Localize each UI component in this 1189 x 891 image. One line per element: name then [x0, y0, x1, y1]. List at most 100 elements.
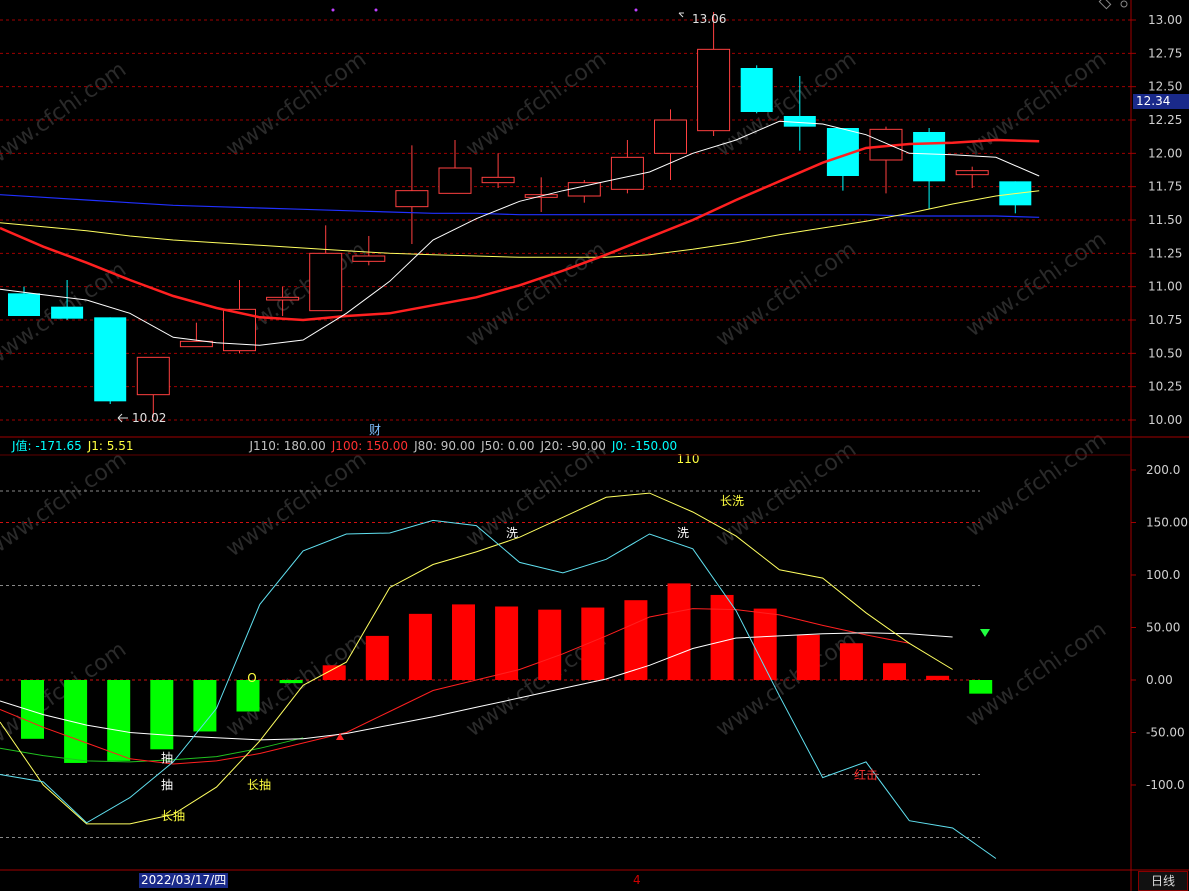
- indicator-header-item: J110: 180.00: [249, 439, 326, 453]
- candle-up: [179, 340, 213, 348]
- event-dot: [634, 8, 638, 12]
- price-tick-label: 10.25: [1148, 380, 1182, 394]
- candle-up: [481, 176, 515, 184]
- price-tick-label: 12.25: [1148, 113, 1182, 127]
- candle-up: [352, 255, 386, 262]
- candle-up: [395, 190, 429, 208]
- up-triangle-marker: [336, 733, 344, 740]
- indicator-annotation: 抽: [161, 778, 173, 792]
- ma-yellow-line: [0, 190, 1040, 258]
- watermark-text: www.cfchi.com: [462, 437, 611, 552]
- bar-positive: [624, 600, 648, 680]
- indicator-annotation: 红击: [854, 767, 878, 782]
- event-dot: [374, 8, 378, 12]
- candle-up: [955, 170, 989, 176]
- bar-positive: [753, 608, 777, 680]
- watermark-text: www.cfchi.com: [712, 237, 861, 352]
- bar-positive: [538, 609, 562, 680]
- bar-positive: [365, 635, 389, 680]
- bar-negative: [279, 680, 303, 684]
- indicator-annotation: 洗: [506, 526, 518, 540]
- indicator-tick-label: -50.00: [1146, 726, 1185, 740]
- price-tick-label: 10.00: [1148, 413, 1182, 427]
- price-axis: 13.00 12.75 12.50 12.25 12.00 11.75 11.50 11.25…: [1131, 13, 1182, 427]
- line-white: [0, 632, 953, 741]
- circle-marker: [1120, 0, 1128, 8]
- price-tick-label: 11.25: [1148, 246, 1182, 260]
- bar-negative: [969, 680, 993, 694]
- indicator-annotation: 抽: [161, 751, 173, 765]
- indicator-annotation: O: [247, 671, 256, 685]
- price-tick-label: 12.75: [1148, 46, 1182, 60]
- indicator-header-item: J1: 5.51: [87, 439, 134, 453]
- low-arrow: [117, 413, 128, 423]
- watermark-text: www.cfchi.com: [0, 447, 131, 562]
- indicator-annotation: 长洗: [720, 494, 744, 508]
- candle-up: [309, 252, 343, 312]
- indicator-tick-label: 100.0: [1146, 568, 1180, 582]
- watermark-text: www.cfchi.com: [962, 47, 1111, 162]
- candle-down: [51, 306, 84, 319]
- candle-down: [783, 116, 816, 127]
- bar-positive: [322, 665, 346, 680]
- event-dot: [331, 8, 335, 12]
- bar-positive: [839, 643, 863, 680]
- bar-positive: [581, 607, 605, 680]
- bar-positive: [796, 634, 820, 680]
- ma-blue-line: [0, 194, 1040, 218]
- bar-negative: [193, 680, 217, 732]
- candle-down: [94, 317, 127, 402]
- line-cyan: [0, 519, 997, 859]
- price-moving-averages: [0, 120, 1040, 346]
- candle-up: [136, 356, 170, 396]
- candle-up: [610, 156, 644, 190]
- bar-negative: [236, 680, 260, 712]
- indicator-header-item: J80: 90.00: [414, 439, 476, 453]
- indicator-header-item: J20: -90.00: [540, 439, 606, 453]
- watermark-text: www.cfchi.com: [0, 57, 131, 172]
- price-tick-label: 10.75: [1148, 313, 1182, 327]
- candle-up: [266, 296, 300, 301]
- bar-positive: [667, 583, 691, 680]
- diamond-marker: [1098, 0, 1112, 10]
- indicator-annotation: 长抽: [247, 778, 271, 792]
- watermark-text: www.cfchi.com: [462, 47, 611, 162]
- candle-up: [438, 167, 472, 194]
- candle-up: [654, 119, 687, 154]
- bar-positive: [883, 663, 906, 680]
- watermark-text: www.cfchi.com: [222, 447, 371, 562]
- high-price-label: 13.06: [692, 12, 726, 26]
- cursor-date: 2022/03/17/四: [139, 873, 229, 888]
- indicator-tick-label: 50.00: [1146, 621, 1180, 635]
- period-selector[interactable]: 日线: [1138, 871, 1188, 891]
- indicator-axis: 200.0 150.00 100.0 50.00 0.00 -50.00 -100.0: [1131, 463, 1188, 792]
- watermark-text: www.cfchi.com: [962, 427, 1111, 542]
- indicator-header-item: J100: 150.00: [331, 439, 409, 453]
- line-red: [0, 608, 910, 765]
- indicator-tick-label: 200.0: [1146, 463, 1180, 477]
- candle-up: [697, 48, 731, 132]
- down-triangle-marker: [980, 629, 990, 637]
- bar-negative: [64, 680, 88, 763]
- candle-up: [567, 182, 601, 197]
- price-tick-label: 11.75: [1148, 180, 1182, 194]
- price-candles: [8, 12, 1032, 418]
- indicator-tick-label: 0.00: [1146, 673, 1173, 687]
- ma-white-line: [0, 120, 1040, 346]
- candle-down: [913, 132, 946, 182]
- indicator-header-item: J值: -171.65: [12, 439, 82, 453]
- watermark-text: www.cfchi.com: [962, 227, 1111, 342]
- low-price-label: 10.02: [132, 411, 166, 425]
- indicator-header: J值: -171.65 J1: 5.51 J110: 180.00 J100: 150…: [12, 438, 683, 454]
- indicator-lines: [0, 492, 997, 859]
- bar-negative: [21, 680, 44, 739]
- bar-negative: [107, 680, 131, 761]
- price-tick-label: 11.50: [1148, 213, 1182, 227]
- bar-positive: [710, 594, 734, 680]
- price-tick-label: 12.50: [1148, 80, 1182, 94]
- bar-positive: [452, 604, 475, 680]
- candle-down: [740, 68, 773, 112]
- price-tick-label: 11.00: [1148, 280, 1182, 294]
